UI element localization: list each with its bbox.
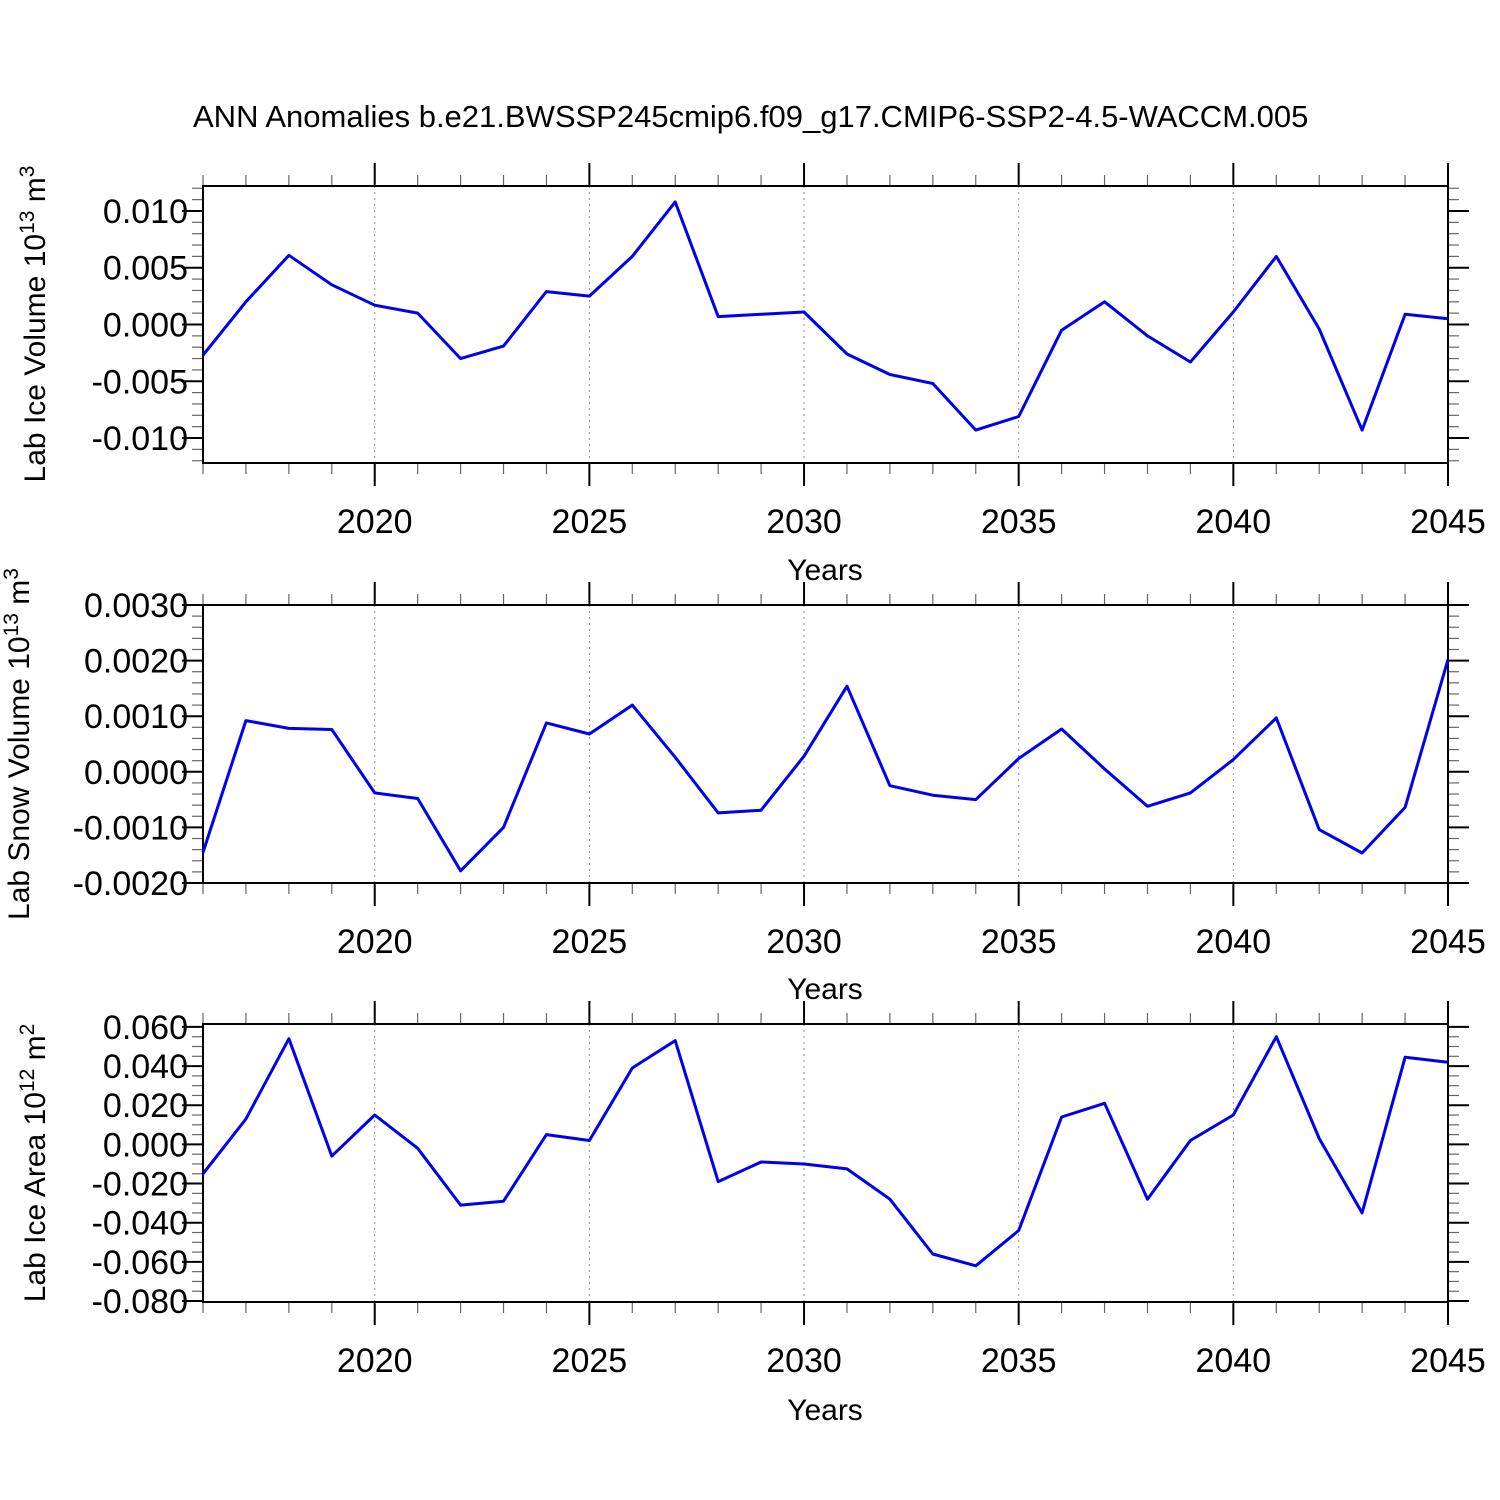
y-tick-label: 0.0010 [84, 698, 188, 736]
data-line-lab-ice-volume [201, 200, 1449, 432]
x-tick-label: 2040 [1196, 923, 1272, 961]
y-axis-title-text: m [19, 1035, 52, 1069]
y-tick-label: 0.000 [103, 1126, 188, 1164]
x-tick-label: 2020 [337, 1342, 413, 1380]
y-tick-label: -0.010 [92, 420, 188, 458]
y-axis-title-text: m [19, 177, 52, 211]
y-axis-title-superscript: 3 [0, 568, 23, 580]
y-axis-title-superscript: 12 [16, 1068, 39, 1093]
y-tick-label: 0.010 [103, 193, 188, 231]
x-tick-label: 2040 [1196, 503, 1272, 541]
x-tick-label: 2030 [766, 923, 842, 961]
y-tick-label: -0.0020 [73, 865, 188, 903]
y-axis-title-superscript: 13 [0, 613, 23, 637]
y-axis-title-lab-ice-volume: Lab Ice Volume 1013 m3 [16, 165, 53, 483]
y-tick-label: -0.0010 [73, 809, 188, 847]
y-axis-title-superscript: 3 [16, 165, 39, 178]
y-tick-label: 0.005 [103, 250, 188, 288]
y-tick-label: 0.060 [103, 1009, 188, 1047]
y-tick-label: -0.080 [92, 1283, 188, 1321]
y-axis-title-text: Lab Snow Volume 10 [3, 636, 36, 920]
y-axis-title-text: Lab Ice Area 10 [19, 1092, 52, 1303]
plot-frame [202, 604, 1449, 884]
plot-frame [202, 1023, 1449, 1303]
x-tick-label: 2040 [1196, 1342, 1272, 1380]
data-line-lab-ice-area [201, 1035, 1449, 1268]
y-tick-label: -0.040 [92, 1205, 188, 1243]
y-axis-title-text: Lab Ice Volume 10 [19, 233, 52, 483]
x-tick-label: 2025 [552, 1342, 628, 1380]
x-tick-label: 2025 [552, 923, 628, 961]
y-axis-title-lab-snow-volume: Lab Snow Volume 1013 m3 [0, 568, 37, 920]
x-axis-title-years-panel1: Years [787, 554, 863, 587]
x-tick-label: 2035 [981, 503, 1057, 541]
x-tick-label: 2025 [552, 503, 628, 541]
y-tick-label: 0.040 [103, 1048, 188, 1086]
y-tick-label: 0.000 [103, 307, 188, 345]
y-axis-title-text: m [3, 579, 36, 614]
x-tick-label: 2030 [766, 1342, 842, 1380]
x-tick-label: 2020 [337, 503, 413, 541]
x-tick-label: 2045 [1410, 923, 1486, 961]
x-axis-title-years-panel3: Years [787, 1394, 863, 1427]
plot-frame [202, 185, 1449, 464]
data-line-lab-snow-volume [201, 659, 1450, 873]
y-axis-title-lab-ice-area: Lab Ice Area 1012 m2 [16, 1023, 53, 1303]
y-axis-title-superscript: 13 [16, 210, 39, 234]
x-tick-label: 2035 [981, 1342, 1057, 1380]
x-tick-label: 2030 [766, 503, 842, 541]
y-tick-label: 0.0020 [84, 643, 188, 681]
x-tick-label: 2020 [337, 923, 413, 961]
y-axis-title-superscript: 2 [16, 1023, 39, 1036]
y-tick-label: -0.060 [92, 1244, 188, 1282]
y-tick-label: 0.0030 [84, 587, 188, 625]
x-tick-label: 2045 [1410, 1342, 1486, 1380]
x-tick-label: 2045 [1410, 503, 1486, 541]
y-tick-label: -0.005 [92, 363, 188, 401]
chart-title: ANN Anomalies b.e21.BWSSP245cmip6.f09_g1… [193, 99, 1309, 134]
y-tick-label: 0.0000 [84, 754, 188, 792]
y-tick-label: 0.020 [103, 1087, 188, 1125]
x-tick-label: 2035 [981, 923, 1057, 961]
x-axis-title-years-panel2: Years [787, 973, 863, 1006]
y-tick-label: -0.020 [92, 1166, 188, 1204]
